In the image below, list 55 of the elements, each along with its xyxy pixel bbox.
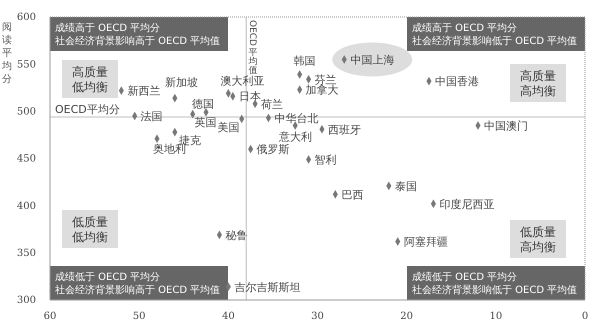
annotation: 成绩低于 OECD 平均分: [55, 271, 160, 283]
x-tick-label: 60: [44, 311, 56, 322]
series-label: 美国: [218, 120, 240, 134]
x-tick-label: 10: [489, 311, 502, 322]
annotation: 社会经济背景影响高于 OECD 平均值: [55, 35, 220, 47]
series-label: 荷兰: [261, 98, 284, 111]
x-tick-label: 30: [311, 311, 324, 322]
series-label: 智利: [314, 153, 337, 166]
y-tick-label: 350: [16, 248, 36, 260]
annotation: 低质量高均衡: [520, 225, 556, 254]
y-tick-label: 500: [16, 106, 36, 118]
series-label: 意大利: [278, 130, 312, 144]
y-axis-title: 阅读平均分: [1, 21, 12, 85]
series-label: 巴西: [341, 188, 364, 202]
series-label: 中国香港: [434, 75, 479, 88]
series-label: 韩国: [294, 54, 316, 68]
x-tick-label: 20: [400, 311, 414, 322]
annotation: 社会经济背景影响高于 OECD 平均值: [55, 284, 220, 296]
series-label: 澳大利亚: [220, 74, 264, 88]
annotation: 低质量低均衡: [72, 215, 108, 244]
y-tick-label: 550: [16, 59, 36, 70]
y-tick-label: 400: [16, 200, 36, 212]
series-label: 英国: [194, 116, 217, 130]
series-label: 日本: [238, 90, 261, 104]
series-label: 阿塞拜疆: [404, 236, 448, 249]
annotation: 成绩高于 OECD 平均分: [412, 22, 518, 34]
ref-line-label: OECD平均分: [55, 102, 120, 116]
annotation: 高质量低均衡: [72, 65, 108, 94]
series-label: 西班牙: [328, 123, 361, 136]
ref-line-label: OECD平均值: [247, 20, 258, 76]
series-label: 印度尼西亚: [439, 198, 494, 211]
series-label: 新加坡: [164, 76, 198, 90]
series-label: 芬兰: [314, 73, 337, 86]
series-label: 法国: [140, 110, 163, 124]
x-tick-label: 50: [132, 311, 146, 322]
x-tick-label: 40: [222, 311, 235, 322]
x-tick-label: 0: [582, 311, 588, 322]
series-label: 新西兰: [127, 84, 160, 98]
series-label: 俄罗斯: [256, 143, 290, 156]
series-label: 中华台北: [274, 112, 318, 125]
series-label: 加拿大: [306, 84, 339, 97]
annotation: 高质量高均衡: [520, 69, 556, 98]
series-label: 秘鲁: [225, 228, 248, 242]
annotation: 成绩高于 OECD 平均分: [55, 22, 160, 34]
y-tick-label: 600: [16, 12, 36, 24]
series-label: 泰国: [394, 180, 417, 193]
series-label: 中国澳门: [484, 119, 528, 132]
series-label: 德国: [192, 97, 214, 110]
annotation: 成绩低于 OECD 平均分: [412, 271, 518, 283]
annotation: 社会经济背景影响低于 OECD 平均值: [412, 35, 578, 47]
annotation: 社会经济背景影响低于 OECD 平均值: [412, 284, 578, 296]
series-label: 吉尔吉斯斯坦: [234, 280, 300, 294]
series-label: 中国上海: [350, 53, 394, 66]
y-tick-label: 300: [16, 295, 36, 306]
y-tick-label: 450: [16, 154, 36, 165]
